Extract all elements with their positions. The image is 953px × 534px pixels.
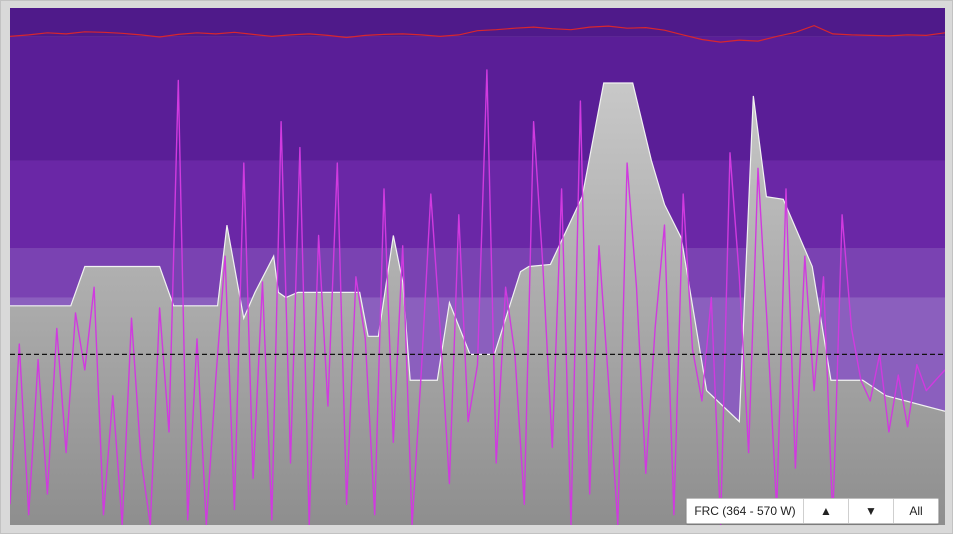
effort-area-outline — [10, 82, 945, 423]
down-arrow-icon: ▼ — [865, 504, 877, 518]
zone-band-4 — [10, 36, 945, 161]
up-arrow-icon: ▲ — [820, 504, 832, 518]
top-line-layer — [10, 24, 945, 43]
effort-area-layer — [10, 82, 945, 525]
zone-all-button[interactable]: All — [894, 499, 938, 523]
zone-up-button[interactable]: ▲ — [804, 499, 849, 523]
effort-area — [10, 82, 945, 525]
zone-controls: FRC (364 - 570 W) ▲ ▼ All — [686, 498, 939, 524]
zone-down-button[interactable]: ▼ — [849, 499, 894, 523]
zone-band-5 — [10, 8, 945, 37]
top-line — [10, 24, 945, 43]
power-series-layer — [10, 69, 945, 525]
chart-plot — [10, 8, 945, 525]
zone-select-button[interactable]: FRC (364 - 570 W) — [687, 499, 804, 523]
zone-band-3 — [10, 160, 945, 249]
power-line — [10, 69, 945, 525]
